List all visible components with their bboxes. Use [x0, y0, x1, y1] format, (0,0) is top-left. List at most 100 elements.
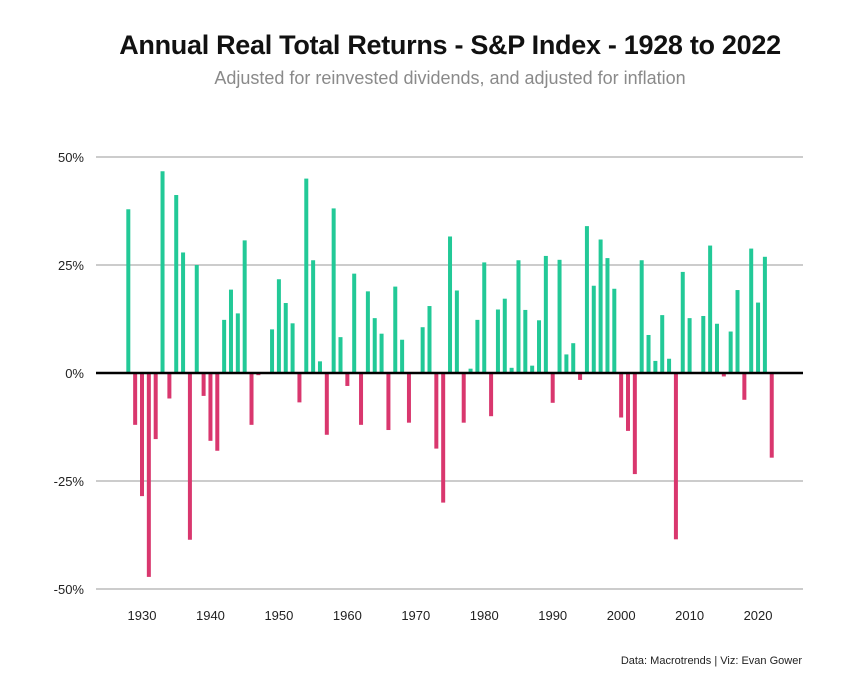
bar-1968 — [400, 339, 405, 373]
bar-1936 — [181, 252, 186, 373]
bar-2015 — [721, 373, 726, 377]
bar-1994 — [578, 373, 583, 380]
bar-2013 — [708, 245, 713, 373]
bar-1961 — [352, 273, 357, 373]
bar-1992 — [564, 354, 569, 373]
x-tick-label: 1990 — [538, 608, 567, 623]
bar-1966 — [386, 373, 391, 431]
bar-1995 — [584, 226, 589, 373]
x-tick-label: 1970 — [401, 608, 430, 623]
bar-1991 — [557, 259, 562, 373]
x-tick-label: 1980 — [470, 608, 499, 623]
bar-1987 — [530, 365, 535, 373]
bar-1971 — [420, 327, 425, 373]
bar-2006 — [660, 315, 665, 373]
bar-1951 — [283, 303, 288, 373]
source-credit: Data: Macrotrends | Viz: Evan Gower — [620, 655, 802, 667]
bar-1929 — [133, 373, 138, 425]
bar-1964 — [372, 318, 377, 373]
bar-1950 — [276, 279, 281, 373]
bar-1967 — [393, 286, 398, 373]
bar-2016 — [728, 331, 733, 373]
bar-1993 — [571, 343, 576, 373]
bar-1988 — [537, 320, 542, 373]
y-tick-label: 25% — [58, 258, 84, 273]
bar-1962 — [359, 373, 364, 425]
bar-1984 — [509, 367, 514, 373]
y-tick-label: 0% — [65, 366, 84, 381]
bar-1978 — [468, 368, 473, 373]
bar-1990 — [550, 373, 555, 403]
bar-1938 — [194, 265, 199, 373]
bar-2014 — [714, 323, 719, 373]
bar-1954 — [304, 178, 309, 373]
x-tick-label: 1960 — [333, 608, 362, 623]
x-tick-label: 1950 — [264, 608, 293, 623]
bar-1952 — [290, 323, 295, 373]
bar-1979 — [475, 319, 480, 373]
bar-1997 — [598, 239, 603, 373]
bar-2022 — [769, 373, 774, 458]
bar-1946 — [249, 373, 254, 425]
bar-2017 — [735, 290, 740, 373]
bar-1976 — [454, 290, 459, 373]
bar-2020 — [756, 302, 761, 373]
bar-1934 — [167, 373, 172, 399]
bar-1953 — [297, 373, 302, 403]
bar-2000 — [619, 373, 624, 418]
bar-1931 — [146, 373, 151, 577]
bar-1928 — [126, 209, 131, 373]
x-tick-label: 1930 — [128, 608, 157, 623]
bar-1982 — [495, 309, 500, 373]
bar-1940 — [208, 373, 213, 441]
bar-2002 — [632, 373, 637, 475]
y-tick-label: 50% — [58, 150, 84, 165]
bar-1983 — [502, 298, 507, 373]
bar-1955 — [311, 260, 316, 373]
axes: 50% 25% 0% -25% -50% 1930 1940 1950 1960 1970 1980… — [54, 150, 803, 623]
bar-1973 — [434, 373, 439, 449]
x-tick-label: 1940 — [196, 608, 225, 623]
bar-1972 — [427, 306, 432, 373]
bar-2018 — [742, 373, 747, 400]
y-tick-label: -50% — [54, 582, 85, 597]
bar-1998 — [605, 258, 610, 373]
bar-1963 — [365, 291, 370, 373]
bar-1980 — [482, 262, 487, 373]
bar-1996 — [591, 285, 596, 373]
bar-2007 — [667, 358, 672, 373]
bar-1985 — [516, 260, 521, 373]
bar-1939 — [201, 373, 206, 396]
bar-2004 — [646, 334, 651, 373]
bar-2003 — [639, 260, 644, 373]
bar-1941 — [215, 373, 220, 451]
bar-2005 — [653, 360, 658, 373]
bar-1975 — [448, 236, 453, 373]
bar-1944 — [235, 313, 240, 373]
bar-2019 — [749, 248, 754, 373]
bar-1999 — [612, 288, 617, 373]
bar-1949 — [270, 329, 275, 373]
x-tick-label: 2010 — [675, 608, 704, 623]
bar-1957 — [324, 373, 329, 435]
bar-1956 — [317, 361, 322, 373]
bars — [126, 171, 774, 577]
bar-1932 — [153, 373, 158, 440]
bar-1933 — [160, 171, 165, 373]
bar-2009 — [680, 271, 685, 373]
bar-1986 — [523, 309, 528, 373]
bar-1960 — [345, 373, 350, 386]
bar-1958 — [331, 208, 336, 373]
bar-2021 — [762, 256, 767, 373]
bar-1965 — [379, 333, 384, 373]
x-tick-label: 2020 — [744, 608, 773, 623]
bar-2010 — [687, 318, 692, 373]
bar-1977 — [461, 373, 466, 423]
bar-2012 — [701, 315, 706, 373]
bar-1935 — [174, 195, 179, 373]
bar-1989 — [543, 255, 548, 373]
bar-1937 — [187, 373, 192, 540]
bar-1945 — [242, 240, 247, 373]
bar-1974 — [441, 373, 446, 503]
